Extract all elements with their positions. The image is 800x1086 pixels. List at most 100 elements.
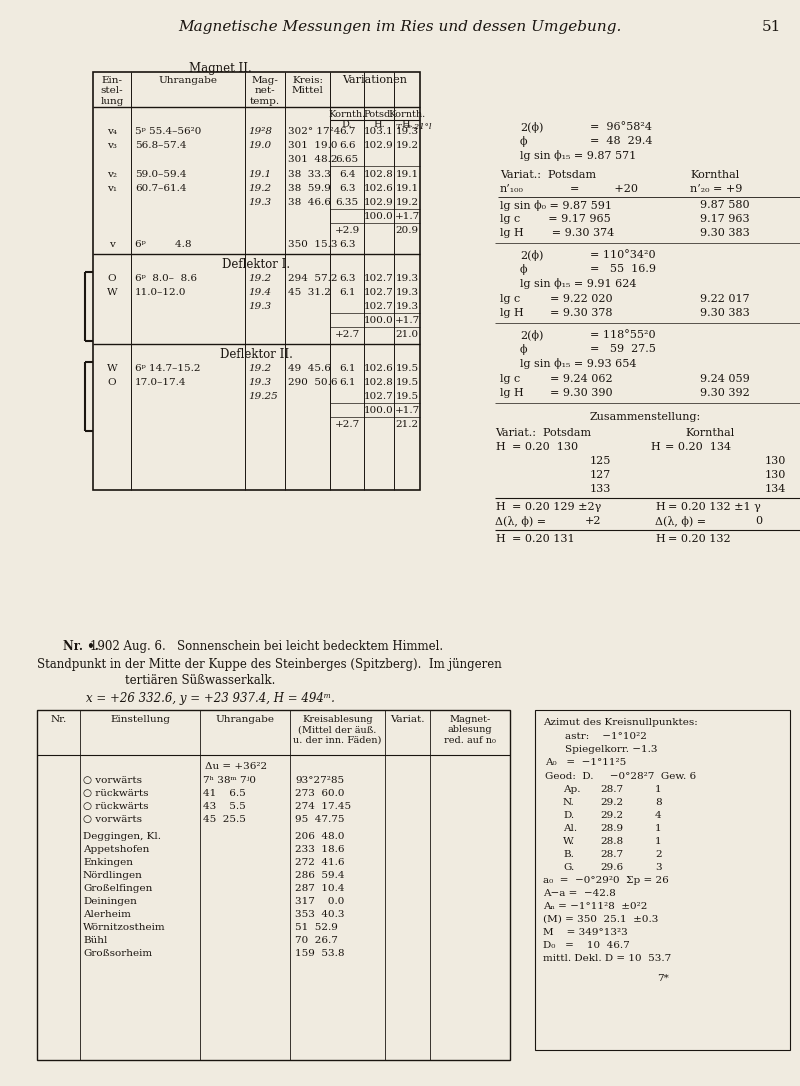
- Text: 9.22 017: 9.22 017: [700, 294, 750, 304]
- Text: 6.3: 6.3: [338, 240, 355, 249]
- Text: 95  47.75: 95 47.75: [295, 814, 345, 824]
- Text: Zusammenstellung:: Zusammenstellung:: [590, 412, 701, 422]
- Text: 6.65: 6.65: [335, 155, 358, 164]
- Text: 6ᵖ 14.7–15.2: 6ᵖ 14.7–15.2: [135, 364, 201, 372]
- Text: 6.7: 6.7: [338, 127, 355, 136]
- Text: 7*: 7*: [657, 974, 668, 983]
- Text: Mag-
net-
temp.: Mag- net- temp.: [250, 76, 280, 105]
- Text: 19²8: 19²8: [248, 127, 272, 136]
- Text: 41    6.5: 41 6.5: [203, 790, 246, 798]
- Text: 6.6: 6.6: [338, 141, 355, 150]
- Text: 8: 8: [655, 798, 662, 807]
- Text: Kornthal: Kornthal: [685, 428, 734, 438]
- Text: 2(ϕ): 2(ϕ): [520, 330, 543, 341]
- Text: Großsorheim: Großsorheim: [83, 949, 152, 958]
- Text: = 9.30 390: = 9.30 390: [550, 388, 613, 397]
- Text: 51  52.9: 51 52.9: [295, 923, 338, 932]
- Text: 102.7: 102.7: [364, 274, 394, 283]
- Text: 21.0: 21.0: [395, 330, 418, 339]
- Text: Deggingen, Kl.: Deggingen, Kl.: [83, 832, 161, 841]
- Text: 103.1: 103.1: [364, 127, 394, 136]
- Text: 6.1: 6.1: [338, 364, 355, 372]
- Text: Δu = +36²2: Δu = +36²2: [205, 762, 267, 771]
- Text: Variat.:  Potsdam: Variat.: Potsdam: [495, 428, 591, 438]
- Text: Kreis:
Mittel: Kreis: Mittel: [291, 76, 323, 96]
- Text: Großelfingen: Großelfingen: [83, 884, 152, 893]
- Text: astr:    −1°10²2: astr: −1°10²2: [565, 732, 647, 741]
- Text: 4: 4: [655, 811, 662, 820]
- Text: M    = 349°13²3: M = 349°13²3: [543, 929, 628, 937]
- Text: W: W: [106, 288, 118, 296]
- Text: lg H        = 9.30 374: lg H = 9.30 374: [500, 228, 614, 238]
- Text: =   55  16.9: = 55 16.9: [590, 264, 656, 274]
- Text: =  96°58²4: = 96°58²4: [590, 122, 652, 132]
- Bar: [93, 72, 420, 490]
- Text: Kornthal: Kornthal: [690, 171, 739, 180]
- Text: Al.: Al.: [563, 824, 577, 833]
- Text: 29.2: 29.2: [600, 798, 623, 807]
- Text: 19.2: 19.2: [395, 141, 418, 150]
- Text: Magnet-
ablesung
red. auf n₀: Magnet- ablesung red. auf n₀: [444, 715, 496, 745]
- Text: 1902 Aug. 6.   Sonnenschein bei leicht bedecktem Himmel.: 1902 Aug. 6. Sonnenschein bei leicht bed…: [90, 640, 443, 653]
- Text: Uhrangabe: Uhrangabe: [215, 715, 274, 724]
- Text: Variationen: Variationen: [342, 75, 407, 85]
- Text: lg H: lg H: [500, 308, 524, 318]
- Text: H: H: [655, 502, 665, 512]
- Text: lg c: lg c: [500, 374, 520, 384]
- Text: = 9.24 062: = 9.24 062: [550, 374, 613, 384]
- Text: 102.6: 102.6: [364, 364, 394, 372]
- Text: W.: W.: [563, 837, 575, 846]
- Text: 19.2: 19.2: [395, 198, 418, 207]
- Text: Magnet II.: Magnet II.: [189, 62, 251, 75]
- Text: N.: N.: [563, 798, 574, 807]
- Text: 273  60.0: 273 60.0: [295, 790, 345, 798]
- Text: +1.7: +1.7: [394, 406, 420, 415]
- Text: 56.8–57.4: 56.8–57.4: [135, 141, 186, 150]
- Text: 287  10.4: 287 10.4: [295, 884, 345, 893]
- Text: 100.0: 100.0: [364, 212, 394, 220]
- Text: v₄: v₄: [107, 127, 117, 136]
- Text: D₀   =    10  46.7: D₀ = 10 46.7: [543, 940, 630, 950]
- Text: 9.30 383: 9.30 383: [700, 308, 750, 318]
- Text: 1: 1: [655, 837, 662, 846]
- Text: Geod:  D.     −0°28²7  Gew. 6: Geod: D. −0°28²7 Gew. 6: [545, 772, 696, 781]
- Text: 19.3: 19.3: [248, 302, 271, 311]
- Text: H: H: [650, 442, 660, 452]
- Text: lg c: lg c: [500, 294, 520, 304]
- Text: Spiegelkorr. −1.3: Spiegelkorr. −1.3: [565, 745, 658, 754]
- Text: tertiären Süßwasserkalk.: tertiären Süßwasserkalk.: [125, 674, 275, 687]
- Text: Nr. •.: Nr. •.: [63, 640, 99, 653]
- Text: 317    0.0: 317 0.0: [295, 897, 344, 906]
- Text: +2.7: +2.7: [334, 420, 360, 429]
- Text: = 110°34²0: = 110°34²0: [590, 250, 656, 260]
- Text: 5ᵖ 55.4–56²0: 5ᵖ 55.4–56²0: [135, 127, 202, 136]
- Text: 6.1: 6.1: [338, 288, 355, 296]
- Text: 102.8: 102.8: [364, 171, 394, 179]
- Text: 2: 2: [655, 850, 662, 859]
- Text: (M) = 350  25.1  ±0.3: (M) = 350 25.1 ±0.3: [543, 915, 658, 924]
- Text: ○ vorwärts: ○ vorwärts: [83, 776, 142, 785]
- Text: 130: 130: [765, 456, 786, 466]
- Text: v₃: v₃: [107, 141, 117, 150]
- Text: 59.0–59.4: 59.0–59.4: [135, 171, 186, 179]
- Text: 49  45.6: 49 45.6: [288, 364, 331, 372]
- Text: +1.7: +1.7: [394, 212, 420, 220]
- Text: lg sin ϕ₁₅ = 9.93 654: lg sin ϕ₁₅ = 9.93 654: [520, 358, 637, 369]
- Text: 9.30 392: 9.30 392: [700, 388, 750, 397]
- Text: 45  31.2: 45 31.2: [288, 288, 331, 296]
- Text: 294  57.2: 294 57.2: [288, 274, 338, 283]
- Text: 19.5: 19.5: [395, 364, 418, 372]
- Text: 19.3: 19.3: [395, 274, 418, 283]
- Text: 6.1: 6.1: [338, 378, 355, 387]
- Text: = 9.30 378: = 9.30 378: [550, 308, 613, 318]
- Text: 19.4: 19.4: [248, 288, 271, 296]
- Text: 38  33.3: 38 33.3: [288, 171, 331, 179]
- Text: ○ vorwärts: ○ vorwärts: [83, 814, 142, 824]
- Text: 274  17.45: 274 17.45: [295, 801, 351, 811]
- Text: 134: 134: [765, 484, 786, 494]
- Text: 6.35: 6.35: [335, 198, 358, 207]
- Text: 102.7: 102.7: [364, 302, 394, 311]
- Text: 2(ϕ): 2(ϕ): [520, 122, 543, 132]
- Text: 60.7–61.4: 60.7–61.4: [135, 184, 186, 193]
- Text: 100.0: 100.0: [364, 406, 394, 415]
